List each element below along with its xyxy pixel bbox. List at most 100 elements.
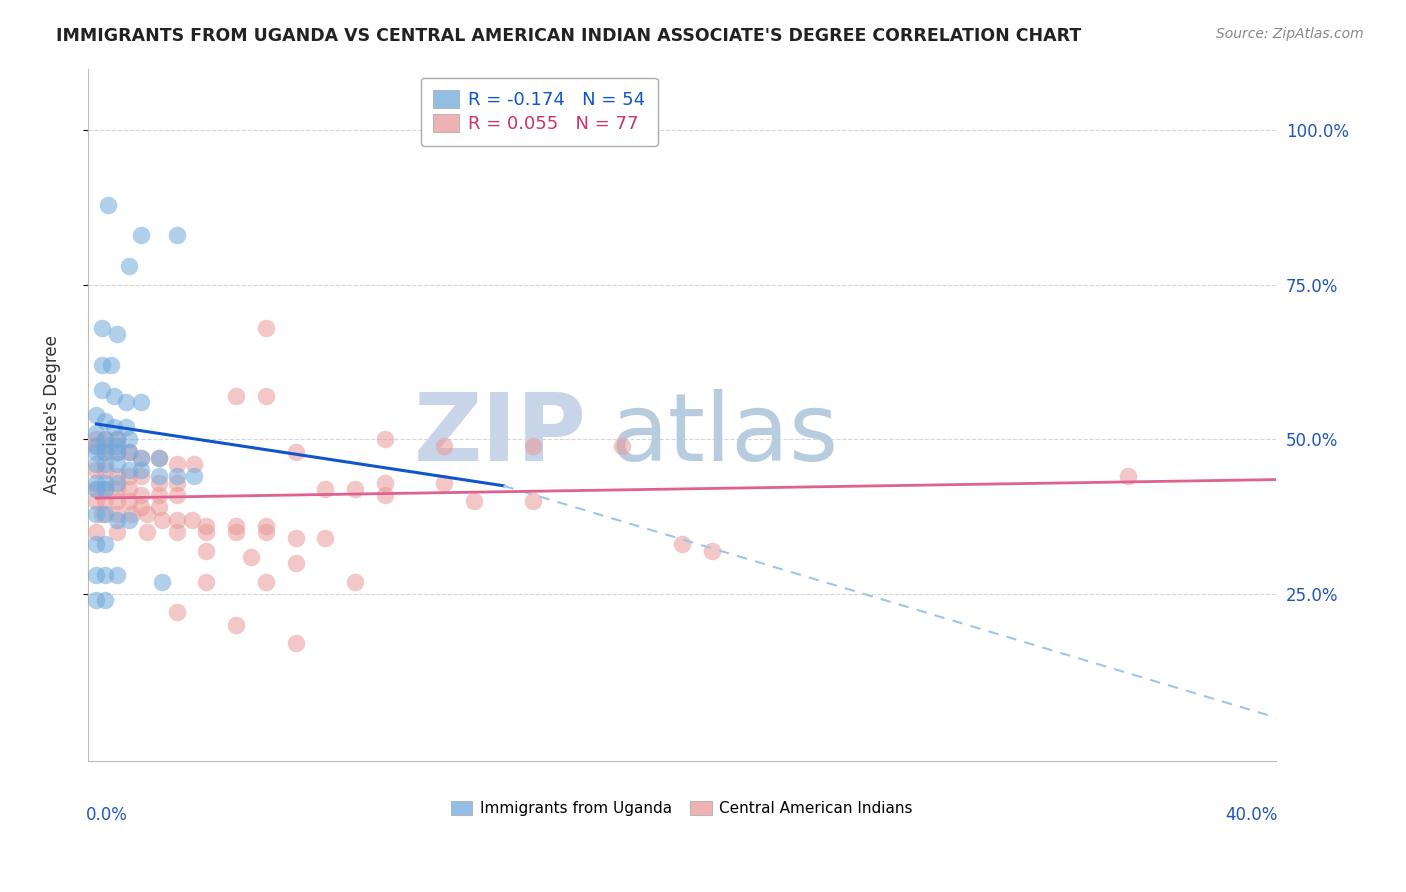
Point: [118, 513, 141, 527]
Point: [254, 574, 277, 589]
Point: [86, 525, 108, 540]
Point: [118, 444, 141, 458]
Y-axis label: Associate's Degree: Associate's Degree: [44, 335, 60, 494]
Text: IMMIGRANTS FROM UGANDA VS CENTRAL AMERICAN INDIAN ASSOCIATE'S DEGREE CORRELATION: IMMIGRANTS FROM UGANDA VS CENTRAL AMERIC…: [56, 27, 1081, 45]
Point: [225, 519, 247, 533]
Point: [105, 525, 128, 540]
Point: [91, 358, 114, 372]
Point: [166, 525, 188, 540]
Point: [148, 500, 170, 515]
Point: [129, 488, 152, 502]
Legend: Immigrants from Uganda, Central American Indians: Immigrants from Uganda, Central American…: [444, 795, 920, 822]
Point: [183, 469, 205, 483]
Point: [166, 228, 188, 243]
Point: [86, 439, 108, 453]
Point: [166, 469, 188, 483]
Point: [180, 513, 202, 527]
Point: [148, 450, 170, 465]
Point: [118, 260, 141, 274]
Point: [94, 457, 117, 471]
Point: [225, 525, 247, 540]
Point: [100, 358, 122, 372]
Point: [433, 439, 456, 453]
Point: [94, 593, 117, 607]
Point: [86, 507, 108, 521]
Point: [254, 519, 277, 533]
Point: [239, 549, 262, 564]
Point: [284, 531, 307, 545]
Point: [121, 507, 143, 521]
Point: [522, 439, 544, 453]
Point: [105, 444, 128, 458]
Point: [105, 444, 128, 458]
Point: [254, 321, 277, 335]
Point: [94, 433, 117, 447]
Point: [150, 513, 173, 527]
Point: [105, 439, 128, 453]
Point: [522, 494, 544, 508]
Point: [148, 488, 170, 502]
Point: [118, 494, 141, 508]
Point: [86, 494, 108, 508]
Point: [94, 444, 117, 458]
Point: [136, 525, 159, 540]
Point: [195, 543, 218, 558]
Point: [166, 488, 188, 502]
Point: [118, 469, 141, 483]
Point: [136, 507, 159, 521]
Point: [374, 488, 396, 502]
Point: [183, 457, 205, 471]
Point: [103, 420, 125, 434]
Text: ZIP: ZIP: [413, 390, 586, 482]
Point: [314, 531, 336, 545]
Point: [86, 426, 108, 441]
Point: [129, 395, 152, 409]
Point: [374, 433, 396, 447]
Point: [105, 433, 128, 447]
Point: [118, 482, 141, 496]
Point: [195, 574, 218, 589]
Point: [86, 463, 108, 477]
Point: [195, 519, 218, 533]
Point: [343, 482, 366, 496]
Point: [105, 513, 128, 527]
Point: [86, 482, 108, 496]
Point: [86, 482, 108, 496]
Point: [91, 321, 114, 335]
Point: [129, 450, 152, 465]
Point: [91, 507, 114, 521]
Point: [105, 568, 128, 582]
Point: [118, 433, 141, 447]
Point: [105, 475, 128, 490]
Point: [94, 494, 117, 508]
Point: [91, 383, 114, 397]
Point: [86, 457, 108, 471]
Point: [129, 450, 152, 465]
Point: [166, 513, 188, 527]
Point: [115, 420, 138, 434]
Point: [612, 439, 634, 453]
Text: 40.0%: 40.0%: [1225, 805, 1277, 824]
Point: [463, 494, 485, 508]
Point: [94, 414, 117, 428]
Point: [129, 500, 152, 515]
Point: [129, 228, 152, 243]
Point: [94, 568, 117, 582]
Point: [105, 327, 128, 342]
Point: [148, 450, 170, 465]
Point: [94, 507, 117, 521]
Point: [166, 606, 188, 620]
Point: [284, 556, 307, 570]
Text: 0.0%: 0.0%: [86, 805, 128, 824]
Point: [94, 444, 117, 458]
Point: [97, 197, 120, 211]
Point: [374, 475, 396, 490]
Point: [284, 444, 307, 458]
Text: atlas: atlas: [610, 390, 839, 482]
Point: [94, 463, 117, 477]
Point: [700, 543, 723, 558]
Point: [225, 389, 247, 403]
Point: [105, 494, 128, 508]
Point: [86, 433, 108, 447]
Point: [284, 636, 307, 650]
